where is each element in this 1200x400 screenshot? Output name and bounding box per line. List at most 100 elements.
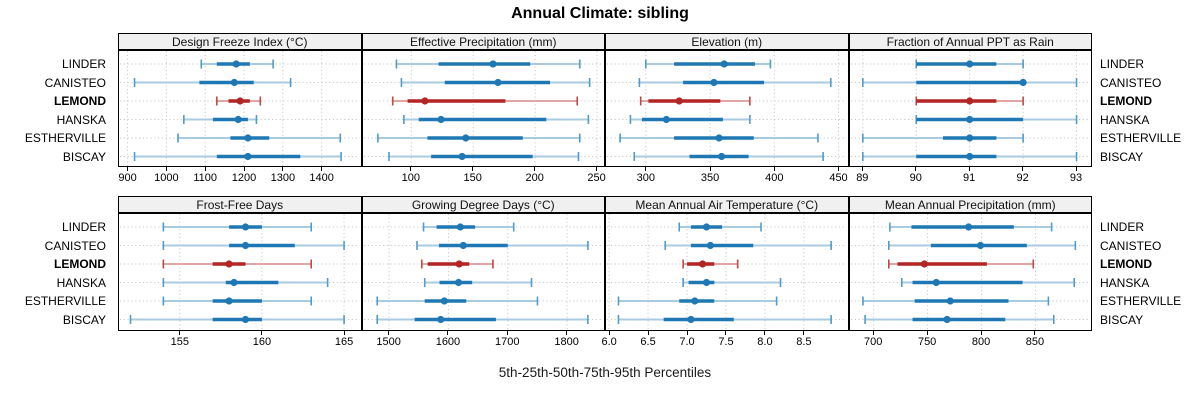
median-dot xyxy=(1019,78,1027,87)
axis-tick-design-freeze-index-c xyxy=(282,167,284,171)
percentile-series-lemond xyxy=(391,96,578,106)
panel-canvas-elevation-m xyxy=(607,51,847,166)
median-dot xyxy=(420,97,429,105)
percentile-series-lemond xyxy=(914,96,1024,106)
percentile-series-lemond xyxy=(682,259,739,269)
percentile-series-biscay xyxy=(861,152,1077,161)
axis-tick-fraction-of-annual-ppt-as-rain xyxy=(1075,167,1077,171)
median-dot xyxy=(436,115,445,124)
axis-tick-label-frost-free-days: 155 xyxy=(170,336,189,348)
median-dot xyxy=(720,60,728,68)
median-dot xyxy=(459,241,467,250)
percentile-series-biscay xyxy=(129,315,345,324)
site-label-left-hanska: HANSKA xyxy=(56,112,106,127)
median-dot xyxy=(920,260,928,268)
site-label-right-linder: LINDER xyxy=(1100,57,1145,71)
axis-tick-effective-precipitation-mm xyxy=(596,167,598,171)
axis-tick-label-effective-precipitation-mm: 100 xyxy=(401,172,420,184)
panel-strip-title: Frost-Free Days xyxy=(196,197,284,212)
site-label-right-lemond: LEMOND xyxy=(1100,94,1152,108)
median-dot xyxy=(710,78,718,87)
panel-strip-title: Effective Precipitation (mm) xyxy=(410,34,557,49)
panel-strip-title: Design Freeze Index (°C) xyxy=(171,34,308,49)
median-dot xyxy=(706,241,714,250)
panel-canvas-growing-degree-days-c xyxy=(363,214,603,330)
panel-strip-growing-degree-days-c: Growing Degree Days (°C) xyxy=(361,196,605,213)
percentile-series-lemond xyxy=(887,259,1034,269)
axis-tick-elevation-m xyxy=(709,167,711,171)
axis-tick-label-design-freeze-index-c: 1000 xyxy=(154,172,179,184)
median-dot xyxy=(454,278,462,287)
median-dot xyxy=(241,223,250,231)
median-dot xyxy=(436,315,444,324)
percentile-series-linder xyxy=(914,59,1024,69)
median-dot xyxy=(455,260,463,268)
panel-canvas-effective-precipitation-mm xyxy=(363,51,603,166)
panel-strip-title: Fraction of Annual PPT as Rain xyxy=(886,34,1054,49)
axis-tick-label-mean-annual-air-temperature-c: 8.5 xyxy=(796,336,812,348)
percentile-series-linder xyxy=(888,222,1052,232)
site-label-right-linder: LINDER xyxy=(1100,220,1145,234)
percentile-series-lemond xyxy=(216,96,262,106)
panel-strip-mean-annual-precipitation-mm: Mean Annual Precipitation (mm) xyxy=(848,196,1092,213)
percentile-series-linder xyxy=(678,222,762,232)
panel-strip-title: Mean Annual Precipitation (mm) xyxy=(884,197,1056,212)
percentile-series-canisteo xyxy=(887,241,1076,250)
axis-tick-mean-annual-air-temperature-c xyxy=(608,331,610,335)
axis-tick-design-freeze-index-c xyxy=(204,167,206,171)
median-dot xyxy=(230,78,238,87)
axis-tick-mean-annual-air-temperature-c xyxy=(647,331,649,335)
percentile-series-hanska xyxy=(682,278,782,287)
axis-tick-label-growing-degree-days-c: 1500 xyxy=(376,336,401,348)
site-label-right-biscay: BISCAY xyxy=(1100,149,1144,164)
panel-strip-fraction-of-annual-ppt-as-rain: Fraction of Annual PPT as Rain xyxy=(848,33,1092,50)
percentile-series-hanska xyxy=(629,115,751,124)
axis-tick-label-growing-degree-days-c: 1800 xyxy=(554,336,579,348)
percentile-series-hanska xyxy=(914,115,1077,124)
panel-canvas-frost-free-days xyxy=(120,214,360,330)
median-dot xyxy=(687,315,695,324)
axis-tick-label-mean-annual-precipitation-mm: 700 xyxy=(864,336,883,348)
median-dot xyxy=(702,223,711,231)
median-dot xyxy=(241,241,250,250)
axis-tick-label-mean-annual-air-temperature-c: 6.0 xyxy=(601,336,617,348)
site-label-right-estherville: ESTHERVILLE xyxy=(1100,131,1182,145)
median-dot xyxy=(699,260,707,268)
median-dot xyxy=(976,241,984,250)
site-label-right-hanska: HANSKA xyxy=(1100,275,1150,290)
axis-tick-label-design-freeze-index-c: 1100 xyxy=(193,172,218,184)
panel-canvas-mean-annual-air-temperature-c xyxy=(607,214,847,330)
axis-tick-label-mean-annual-precipitation-mm: 800 xyxy=(971,336,991,348)
percentile-series-linder xyxy=(200,59,274,69)
median-dot xyxy=(662,115,670,124)
median-dot xyxy=(965,134,973,142)
median-dot xyxy=(964,223,972,231)
percentile-series-linder xyxy=(395,59,581,69)
percentile-series-estherville xyxy=(861,133,1024,143)
panel-plot-frost-free-days xyxy=(118,213,362,331)
percentile-series-lemond xyxy=(420,259,494,269)
median-dot xyxy=(932,278,940,287)
panel-plot-effective-precipitation-mm xyxy=(361,50,605,167)
percentile-series-canisteo xyxy=(861,78,1077,87)
percentile-series-estherville xyxy=(617,296,778,306)
axis-tick-fraction-of-annual-ppt-as-rain xyxy=(915,167,917,171)
percentile-series-canisteo xyxy=(415,241,589,250)
panel-plot-mean-annual-air-temperature-c xyxy=(605,213,849,331)
percentile-series-canisteo xyxy=(162,241,345,250)
median-dot xyxy=(715,134,723,142)
median-dot xyxy=(456,223,464,231)
axis-tick-fraction-of-annual-ppt-as-rain xyxy=(861,167,863,171)
site-label-left-estherville: ESTHERVILLE xyxy=(24,131,106,145)
percentile-series-estherville xyxy=(861,296,1049,306)
percentile-series-biscay xyxy=(863,315,1055,324)
median-dot xyxy=(946,297,954,305)
axis-tick-mean-annual-precipitation-mm xyxy=(980,331,982,335)
axis-tick-label-mean-annual-precipitation-mm: 750 xyxy=(917,336,937,348)
percentile-series-canisteo xyxy=(400,78,590,87)
percentile-series-hanska xyxy=(402,115,589,124)
axis-tick-label-elevation-m: 300 xyxy=(636,172,655,184)
percentile-series-estherville xyxy=(375,296,538,306)
axis-tick-label-design-freeze-index-c: 1300 xyxy=(270,172,296,184)
median-dot xyxy=(718,152,726,161)
